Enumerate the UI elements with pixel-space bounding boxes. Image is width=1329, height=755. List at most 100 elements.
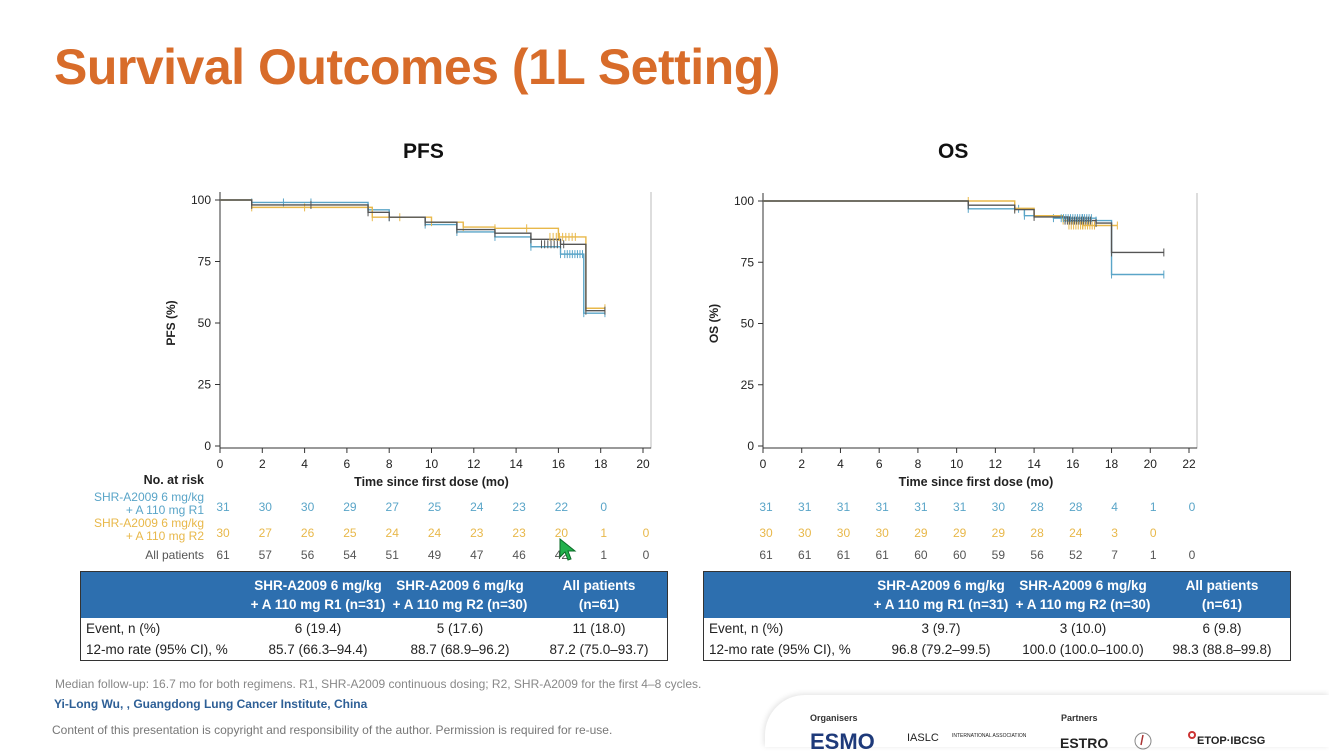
x-tick-label: 2	[798, 457, 805, 471]
risk-count: 24	[470, 500, 484, 514]
x-tick-label: 14	[1027, 457, 1041, 471]
x-tick-label: 22	[1182, 457, 1196, 471]
risk-row-label: SHR-A2009 6 mg/kg	[94, 490, 204, 504]
x-tick-label: 18	[1105, 457, 1119, 471]
x-axis-label: Time since first dose (mo)	[899, 475, 1054, 489]
risk-count: 27	[259, 526, 273, 540]
partners-label: Partners	[1061, 713, 1098, 723]
risk-row-label: SHR-A2009 6 mg/kg	[94, 516, 204, 530]
risk-count: 61	[216, 548, 230, 562]
partners-banner: Organisers Partners ESMO IASLC INTERNATI…	[765, 695, 1329, 754]
risk-count: 31	[759, 500, 773, 514]
risk-count: 24	[1069, 526, 1083, 540]
risk-count: 30	[798, 526, 812, 540]
risk-count: 27	[386, 500, 400, 514]
risk-row-label: + A 110 mg R1	[126, 503, 204, 517]
risk-count: 23	[512, 500, 526, 514]
table-cell: 12-mo rate (95% CI), %	[86, 642, 228, 657]
risk-count: 31	[216, 500, 230, 514]
slide-title: Survival Outcomes (1L Setting)	[54, 39, 780, 95]
x-tick-label: 12	[989, 457, 1003, 471]
y-tick-label: 75	[198, 255, 212, 269]
x-tick-label: 6	[876, 457, 883, 471]
x-tick-label: 18	[594, 457, 608, 471]
risk-count: 23	[470, 526, 484, 540]
risk-count: 23	[512, 526, 526, 540]
y-tick-label: 0	[747, 439, 754, 453]
table-header-cell: All patients (n=61)	[1154, 571, 1291, 618]
x-tick-label: 4	[301, 457, 308, 471]
risk-count: 29	[953, 526, 967, 540]
x-tick-label: 10	[950, 457, 964, 471]
risk-count: 60	[914, 548, 928, 562]
table-cell: 88.7 (68.9–96.2)	[410, 642, 510, 657]
iaslc-tagline: INTERNATIONAL ASSOCIATION	[952, 733, 1027, 739]
table-cell: 87.2 (75.0–93.7)	[549, 642, 649, 657]
x-tick-label: 8	[915, 457, 922, 471]
table-cell: 6 (9.8)	[1202, 621, 1242, 636]
x-axis-label: Time since first dose (mo)	[354, 475, 509, 489]
plot-frame	[219, 192, 652, 449]
table-row: Event, n (%) 6 (19.4) 5 (17.6) 11 (18.0)	[81, 618, 668, 639]
x-tick-label: 14	[509, 457, 523, 471]
table-header-cell: SHR-A2009 6 mg/kg + A 110 mg R1 (n=31)	[870, 571, 1012, 618]
iaslc-logo: IASLC	[907, 732, 939, 744]
table-row: 12-mo rate (95% CI), % 85.7 (66.3–94.4) …	[81, 639, 668, 661]
copyright-note: Content of this presentation is copyrigh…	[52, 723, 613, 737]
risk-count: 22	[555, 500, 569, 514]
risk-count: 29	[914, 526, 928, 540]
y-axis-label: OS (%)	[707, 304, 721, 343]
table-row: Event, n (%) 3 (9.7) 3 (10.0) 6 (9.8)	[704, 618, 1291, 639]
author-line: Yi-Long Wu, , Guangdong Lung Cancer Inst…	[54, 697, 368, 711]
table-header-cell: SHR-A2009 6 mg/kg + A 110 mg R1 (n=31)	[247, 571, 389, 618]
risk-count: 29	[343, 500, 357, 514]
km-curve-r2	[220, 199, 605, 309]
risk-count: 28	[1069, 500, 1083, 514]
risk-count: 24	[428, 526, 442, 540]
risk-count: 56	[301, 548, 315, 562]
risk-count: 54	[343, 548, 357, 562]
x-tick-label: 16	[1066, 457, 1080, 471]
y-tick-label: 50	[198, 316, 212, 330]
risk-count: 4	[1111, 500, 1118, 514]
risk-count: 28	[1030, 500, 1044, 514]
table-cell: 5 (17.6)	[436, 621, 484, 636]
risk-count: 30	[837, 526, 851, 540]
risk-count: 0	[1189, 548, 1196, 562]
risk-row-label: All patients	[145, 548, 204, 562]
table-cell: 96.8 (79.2–99.5)	[891, 642, 991, 657]
risk-count: 61	[798, 548, 812, 562]
risk-count: 26	[301, 526, 315, 540]
etop-ibcsg-logo: ETOP·IBCSG	[1197, 735, 1266, 747]
risk-count: 30	[992, 500, 1006, 514]
risk-count: 30	[216, 526, 230, 540]
risk-count: 25	[343, 526, 357, 540]
x-tick-label: 10	[425, 457, 439, 471]
risk-count: 31	[953, 500, 967, 514]
risk-count: 0	[1189, 500, 1196, 514]
x-tick-label: 20	[1144, 457, 1158, 471]
risk-count: 52	[1069, 548, 1083, 562]
km-curve-all	[220, 199, 605, 312]
os-summary-table: SHR-A2009 6 mg/kg + A 110 mg R1 (n=31) S…	[703, 571, 1291, 661]
x-tick-label: 20	[636, 457, 650, 471]
table-cell: Event, n (%)	[709, 621, 784, 636]
km-curve-r2	[763, 200, 1118, 227]
risk-count: 1	[600, 548, 607, 562]
risk-count: 0	[643, 548, 650, 562]
pfs-summary-table: SHR-A2009 6 mg/kg + A 110 mg R1 (n=31) S…	[80, 571, 668, 661]
table-cell: 85.7 (66.3–94.4)	[268, 642, 368, 657]
table-cell: 12-mo rate (95% CI), %	[709, 642, 851, 657]
risk-count: 29	[992, 526, 1006, 540]
x-tick-label: 16	[552, 457, 566, 471]
risk-count: 30	[259, 500, 273, 514]
risk-count: 1	[1150, 548, 1157, 562]
risk-count: 30	[301, 500, 315, 514]
risk-count: 47	[470, 548, 484, 562]
mouse-cursor-icon	[559, 538, 577, 561]
risk-count: 46	[512, 548, 526, 562]
table-header-cell: SHR-A2009 6 mg/kg + A 110 mg R2 (n=30)	[1012, 571, 1154, 618]
km-curve-r1	[763, 200, 1164, 276]
table-header-cell: SHR-A2009 6 mg/kg + A 110 mg R2 (n=30)	[389, 571, 531, 618]
table-header-row: SHR-A2009 6 mg/kg + A 110 mg R1 (n=31) S…	[703, 571, 1291, 618]
